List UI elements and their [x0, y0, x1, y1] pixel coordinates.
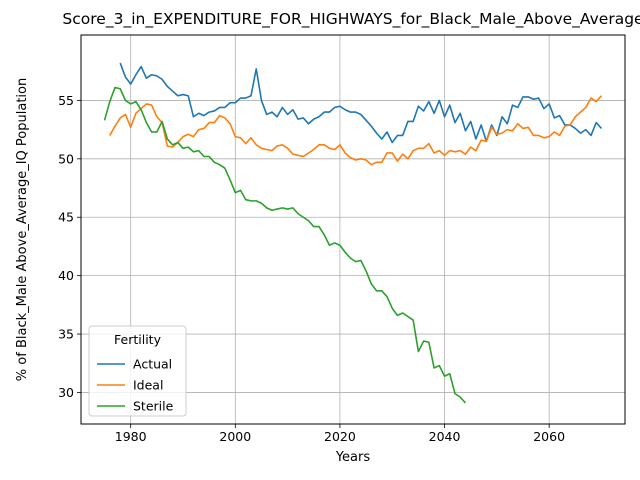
y-tick-label: 40 [58, 268, 74, 283]
legend-label-sterile: Sterile [133, 399, 174, 414]
legend-label-ideal: Ideal [133, 378, 163, 393]
y-tick-label: 50 [58, 151, 74, 166]
y-tick-label: 35 [58, 327, 74, 342]
x-axis-label: Years [335, 450, 371, 465]
y-axis-label: % of Black_Male Above_Average_IQ Populat… [15, 78, 30, 381]
x-tick-label: 2040 [429, 429, 461, 444]
x-tick-label: 2060 [533, 429, 565, 444]
legend-label-actual: Actual [133, 357, 172, 372]
y-tick-label: 45 [58, 210, 74, 225]
legend-title: Fertility [114, 332, 162, 347]
legend: Fertility Actual Ideal Sterile [89, 326, 186, 416]
y-tick-label: 55 [58, 93, 74, 108]
x-tick-label: 2020 [324, 429, 356, 444]
y-tick-label: 30 [58, 385, 74, 400]
chart-title: Score_3_in_EXPENDITURE_FOR_HIGHWAYS_for_… [62, 10, 640, 29]
x-tick-label: 1980 [115, 429, 147, 444]
x-tick-label: 2000 [219, 429, 251, 444]
